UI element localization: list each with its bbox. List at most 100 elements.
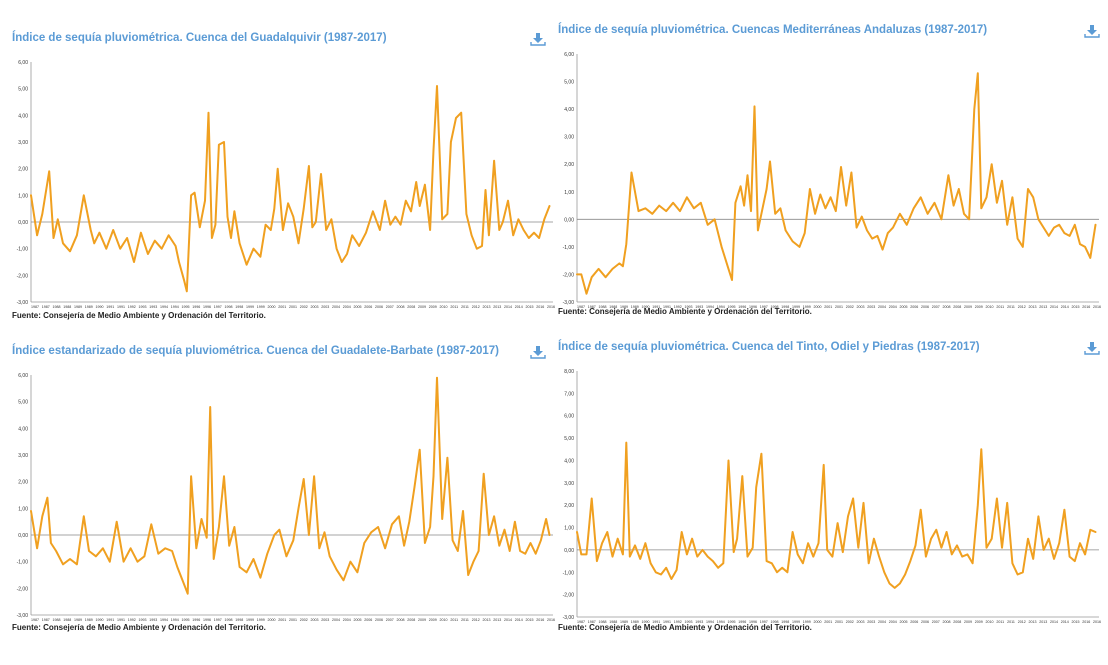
x-tick-label: 2009 bbox=[429, 305, 437, 309]
data-point bbox=[200, 518, 203, 520]
data-point bbox=[195, 547, 197, 549]
series-line bbox=[576, 72, 1097, 295]
data-point bbox=[1022, 246, 1024, 248]
x-tick-label: 2008 bbox=[397, 618, 405, 622]
data-point bbox=[580, 553, 582, 555]
x-tick-label: 1992 bbox=[128, 618, 136, 622]
download-icon[interactable] bbox=[530, 32, 546, 46]
source-note: Fuente: Consejería de Medio Ambiente y O… bbox=[12, 311, 266, 320]
data-point bbox=[472, 561, 474, 563]
x-tick-label: 2015 bbox=[526, 618, 534, 622]
data-point bbox=[46, 497, 49, 499]
data-point bbox=[823, 464, 825, 466]
data-point bbox=[548, 205, 551, 207]
data-point bbox=[476, 248, 478, 250]
chart-title: Índice de sequía pluviométrica. Cuencas … bbox=[558, 24, 988, 36]
data-point bbox=[351, 234, 353, 236]
y-tick-label: 4,00 bbox=[564, 107, 574, 113]
download-icon[interactable] bbox=[1084, 341, 1100, 355]
data-point bbox=[707, 556, 709, 558]
x-tick-label: 2009 bbox=[418, 305, 426, 309]
x-tick-label: 1988 bbox=[609, 305, 617, 309]
x-tick-label: 2009 bbox=[418, 618, 426, 622]
data-point bbox=[714, 218, 716, 220]
x-tick-label: 2013 bbox=[1029, 620, 1037, 624]
data-point bbox=[176, 566, 178, 568]
x-tick-label: 1987 bbox=[588, 305, 596, 309]
data-point bbox=[1079, 542, 1081, 544]
data-point bbox=[264, 224, 267, 226]
data-point bbox=[498, 229, 500, 231]
data-point bbox=[507, 200, 509, 202]
y-tick-label: 5,00 bbox=[18, 400, 28, 406]
y-tick-label: 4,00 bbox=[18, 113, 28, 119]
y-tick-label: 5,00 bbox=[18, 87, 28, 93]
x-tick-label: 1990 bbox=[642, 620, 650, 624]
x-tick-label: 2009 bbox=[975, 620, 983, 624]
y-tick-label: -2,00 bbox=[17, 273, 29, 279]
line-chart: -3,00 -2,00 -1,00 0,00 1,00 2,00 3,00 4,00 5,00 6… bbox=[563, 369, 1101, 624]
data-point bbox=[102, 547, 104, 549]
x-tick-label: 2010 bbox=[986, 305, 994, 309]
data-point bbox=[681, 531, 683, 533]
data-point bbox=[1027, 188, 1029, 190]
data-point bbox=[112, 229, 114, 231]
download-icon[interactable] bbox=[1084, 24, 1100, 38]
data-point bbox=[913, 207, 915, 209]
x-tick-label: 2007 bbox=[386, 305, 394, 309]
data-point bbox=[303, 208, 305, 210]
x-tick-label: 2006 bbox=[921, 620, 929, 624]
data-point bbox=[746, 556, 749, 558]
data-point bbox=[329, 555, 331, 557]
x-tick-label: 1996 bbox=[749, 620, 757, 624]
data-point bbox=[980, 448, 982, 450]
data-point bbox=[270, 229, 272, 231]
data-point bbox=[779, 207, 782, 209]
y-tick-label: 4,00 bbox=[564, 458, 574, 464]
data-point bbox=[297, 507, 300, 509]
data-point bbox=[335, 569, 338, 571]
x-tick-label: 1990 bbox=[96, 305, 104, 309]
data-point bbox=[1053, 227, 1055, 229]
data-point bbox=[933, 202, 936, 204]
x-tick-label: 1999 bbox=[246, 305, 254, 309]
data-point bbox=[441, 518, 443, 520]
download-icon[interactable] bbox=[530, 345, 546, 359]
data-point bbox=[752, 547, 754, 549]
x-tick-label: 2003 bbox=[867, 620, 875, 624]
data-point bbox=[346, 253, 348, 255]
data-point bbox=[259, 577, 262, 579]
data-point bbox=[524, 553, 526, 555]
data-point bbox=[649, 562, 652, 564]
data-point bbox=[852, 497, 854, 500]
data-point bbox=[98, 232, 100, 234]
data-point bbox=[786, 571, 788, 573]
data-point bbox=[1037, 218, 1040, 220]
x-tick-label: 1989 bbox=[74, 305, 82, 309]
data-point bbox=[429, 229, 431, 231]
x-tick-label: 1992 bbox=[674, 305, 682, 309]
x-tick-label: 2000 bbox=[268, 618, 276, 622]
data-point bbox=[868, 562, 870, 564]
x-tick-label: 2016 bbox=[547, 618, 555, 622]
data-point bbox=[325, 229, 327, 231]
data-point bbox=[1027, 538, 1029, 540]
data-point bbox=[925, 556, 927, 558]
data-point bbox=[1042, 227, 1045, 229]
x-tick-label: 2005 bbox=[900, 305, 908, 309]
data-point bbox=[308, 534, 310, 536]
x-tick-label: 1987 bbox=[42, 305, 50, 309]
data-point bbox=[892, 227, 894, 229]
data-point bbox=[707, 224, 709, 226]
data-point bbox=[809, 188, 811, 190]
data-point bbox=[69, 558, 71, 560]
data-point bbox=[639, 558, 641, 560]
x-tick-label: 2005 bbox=[900, 620, 908, 624]
data-point bbox=[252, 248, 255, 250]
data-point bbox=[455, 117, 457, 119]
data-point bbox=[209, 406, 211, 408]
data-point bbox=[746, 174, 749, 176]
data-point bbox=[826, 549, 828, 551]
x-tick-label: 2011 bbox=[996, 305, 1004, 309]
y-tick-label: -3,00 bbox=[563, 300, 575, 306]
